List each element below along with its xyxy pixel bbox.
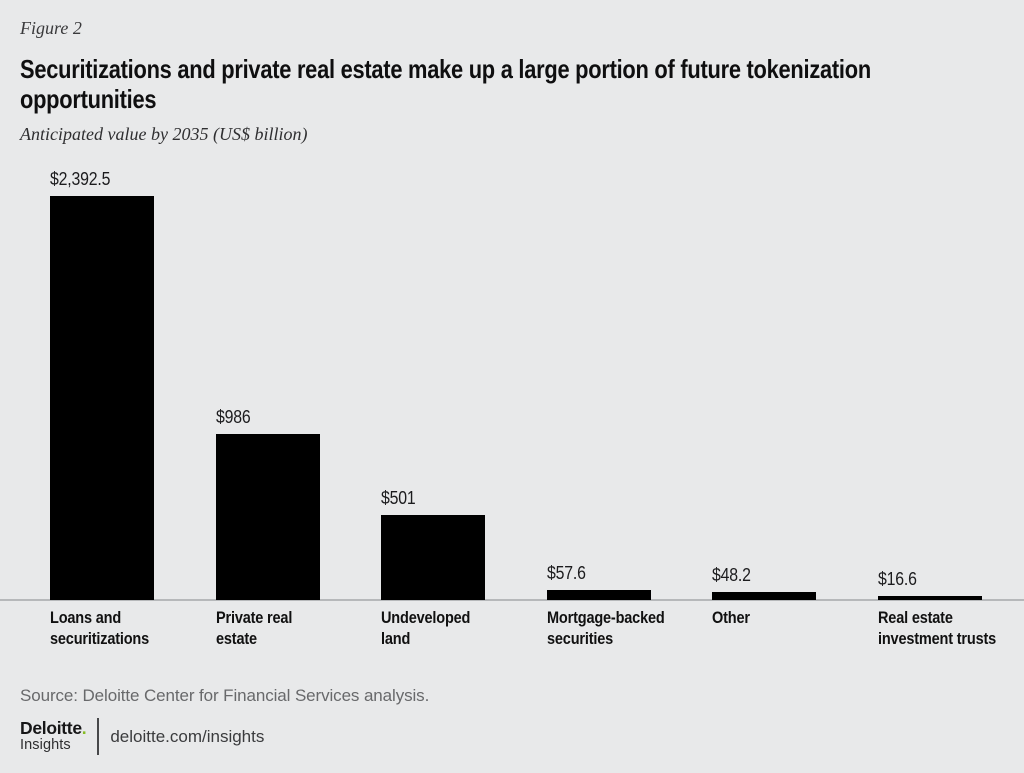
bar: [216, 433, 320, 600]
deloitte-insights-logo: Deloitte. Insights deloitte.com/insights: [20, 718, 264, 755]
category-label: Other: [712, 609, 750, 627]
logo-brand-text: Deloitte: [20, 718, 82, 738]
logo-wordmark: Deloitte. Insights: [20, 718, 87, 753]
logo-url-text: deloitte.com/insights: [110, 726, 265, 746]
chart-subtitle: Anticipated value by 2035 (US$ billion): [20, 124, 308, 144]
bar: [547, 590, 651, 600]
logo-green-dot-icon: .: [81, 718, 87, 738]
logo-divider: [97, 718, 100, 755]
logo-brand: Deloitte.: [20, 718, 87, 738]
bar-value-label: $2,392.5: [50, 169, 111, 189]
bar: [878, 595, 982, 600]
bar: [712, 591, 816, 600]
bar: [381, 515, 485, 600]
category-label: Loans and securitizations: [50, 609, 150, 648]
category-label: Mortgage-backed securities: [547, 609, 665, 648]
bar-value-label: $48.2: [712, 564, 751, 585]
figure-label: Figure 2: [20, 18, 82, 38]
category-label: Private real estate: [216, 609, 293, 648]
logo-insights-text: Insights: [20, 737, 71, 753]
bar: [50, 196, 154, 600]
category-label: Real estate investment trusts: [878, 609, 997, 648]
bar-value-label: $57.6: [547, 563, 586, 584]
bar-value-label: $501: [381, 488, 416, 509]
chart-title: Securitizations and private real estate …: [20, 54, 871, 114]
bar-value-label: $986: [216, 406, 251, 427]
x-axis-line: [0, 599, 1024, 601]
source-note: Source: Deloitte Center for Financial Se…: [20, 686, 430, 705]
bar-value-label: $16.6: [878, 568, 917, 589]
category-label: Undeveloped land: [381, 609, 471, 648]
